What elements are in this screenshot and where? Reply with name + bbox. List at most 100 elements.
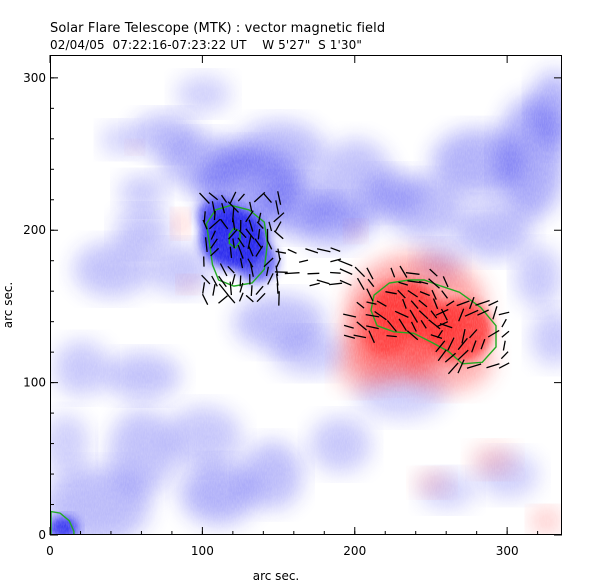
field-vector xyxy=(440,308,448,321)
x-tick-label: 0 xyxy=(46,544,54,558)
field-vector xyxy=(309,282,320,287)
field-vector xyxy=(376,300,387,307)
field-vector xyxy=(245,294,254,303)
field-vector xyxy=(418,299,428,308)
field-vector xyxy=(254,238,263,249)
field-vector xyxy=(429,268,438,277)
field-vector xyxy=(330,271,341,274)
field-vector xyxy=(477,309,489,316)
field-vector xyxy=(211,201,216,215)
field-vector xyxy=(420,319,427,329)
field-vector xyxy=(307,272,320,275)
field-vector xyxy=(447,337,455,351)
field-vector xyxy=(237,237,245,248)
field-vector xyxy=(436,321,449,328)
field-vector xyxy=(410,300,419,310)
field-vector xyxy=(356,277,365,291)
field-vector xyxy=(239,258,244,269)
field-vector xyxy=(273,212,285,223)
field-vector xyxy=(419,290,430,297)
field-vector xyxy=(343,324,354,329)
field-vector xyxy=(436,329,444,339)
field-vector xyxy=(202,282,206,294)
field-contour xyxy=(51,510,75,534)
field-vector xyxy=(226,293,236,304)
field-vector xyxy=(227,265,235,274)
field-vector xyxy=(498,362,510,369)
field-vector xyxy=(237,193,245,202)
magnetogram-image xyxy=(51,56,561,534)
field-vector xyxy=(228,228,238,240)
field-vector xyxy=(343,334,356,339)
field-vector xyxy=(212,284,216,296)
field-vector xyxy=(316,248,331,253)
field-vector xyxy=(475,299,490,306)
field-vector xyxy=(339,279,352,286)
field-vector xyxy=(480,338,486,350)
field-vector xyxy=(386,334,397,338)
field-vector xyxy=(390,267,396,278)
field-vector xyxy=(316,279,330,285)
field-vector xyxy=(397,289,406,299)
field-vector xyxy=(231,207,235,223)
field-vector xyxy=(437,349,447,362)
magnetogram-plot xyxy=(50,55,562,535)
chart-subtitle: 02/04/05 07:22:16-07:23:22 UT W 5'27" S … xyxy=(50,38,363,52)
field-vector xyxy=(276,257,282,268)
field-vector xyxy=(330,258,342,263)
field-vector xyxy=(218,275,227,288)
field-vector xyxy=(273,230,284,240)
field-vector xyxy=(431,289,437,300)
field-vector xyxy=(430,310,438,319)
field-vector xyxy=(353,334,367,339)
field-vector xyxy=(457,337,468,351)
field-vector xyxy=(457,359,465,374)
y-tick-label: 100 xyxy=(23,376,46,390)
field-vector xyxy=(398,281,409,286)
field-vector xyxy=(263,193,272,204)
field-vector xyxy=(208,218,221,230)
field-vector xyxy=(247,258,254,268)
field-vector xyxy=(500,351,509,360)
field-vector xyxy=(386,320,397,332)
field-vector xyxy=(466,363,482,369)
field-vector xyxy=(435,340,446,353)
field-vector xyxy=(229,191,237,205)
field-vector xyxy=(428,278,440,289)
y-tick-label: 0 xyxy=(38,528,46,542)
y-tick-label: 300 xyxy=(23,71,46,85)
field-vector xyxy=(356,301,365,309)
field-vector xyxy=(257,229,261,240)
field-vector xyxy=(492,306,498,320)
field-vector xyxy=(402,298,407,309)
field-vector xyxy=(245,210,254,223)
field-vector xyxy=(265,266,270,277)
field-vector xyxy=(366,325,379,330)
field-vector xyxy=(368,330,375,344)
field-vector xyxy=(248,245,254,257)
field-vector xyxy=(498,311,510,316)
field-vector xyxy=(428,319,441,330)
field-vector xyxy=(366,267,374,280)
field-vector xyxy=(267,273,274,285)
field-vector xyxy=(268,221,273,232)
field-vector xyxy=(456,300,470,307)
field-vector xyxy=(231,274,236,285)
field-vector xyxy=(458,308,465,322)
field-vector xyxy=(210,230,216,240)
field-vector xyxy=(367,278,375,288)
field-vector xyxy=(432,298,439,310)
field-vector xyxy=(255,285,264,296)
field-vector xyxy=(245,228,255,240)
x-tick-label: 200 xyxy=(343,544,366,558)
field-vector xyxy=(419,280,429,285)
field-vector xyxy=(469,329,478,339)
field-vector xyxy=(461,328,466,344)
field-vector xyxy=(229,246,233,258)
field-vector xyxy=(253,191,266,203)
field-vector xyxy=(201,274,211,285)
field-vector xyxy=(488,300,499,307)
field-vector xyxy=(487,329,500,338)
field-vector xyxy=(238,229,247,239)
field-vector xyxy=(210,247,220,257)
